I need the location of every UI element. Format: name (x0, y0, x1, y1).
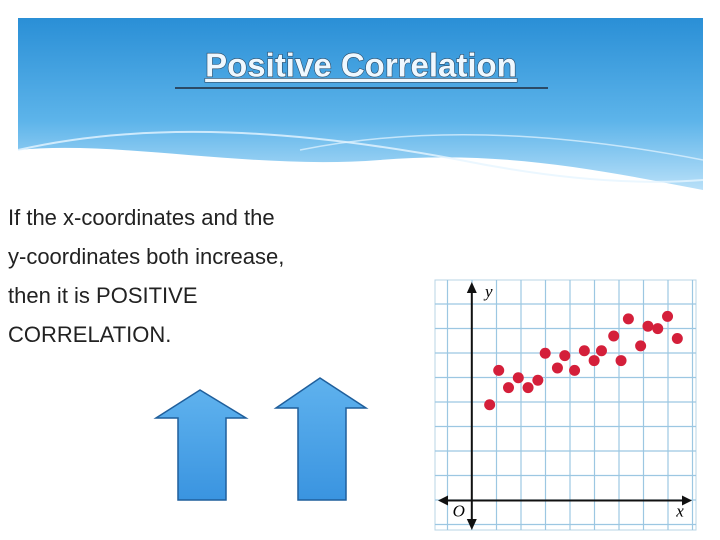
data-point (622, 313, 634, 325)
data-point (671, 332, 683, 344)
header-wave (299, 133, 704, 161)
scatter-plot: x y O (435, 280, 696, 530)
up-arrow (273, 377, 369, 501)
data-point (522, 382, 534, 394)
body-line: CORRELATION. (8, 322, 172, 347)
data-point (635, 340, 647, 352)
data-point (484, 399, 496, 411)
data-point (578, 345, 590, 357)
data-point (493, 364, 505, 376)
data-point (569, 364, 581, 376)
body-line: then it is POSITIVE (8, 283, 198, 308)
up-arrow (153, 389, 249, 501)
data-point (539, 347, 551, 359)
axis-arrow (438, 495, 448, 506)
header-band (18, 18, 703, 190)
body-line: y-coordinates both increase, (8, 244, 285, 269)
body-line: If the x-coordinates and the (8, 205, 275, 230)
data-point (532, 374, 544, 386)
data-point (652, 323, 664, 335)
axis-arrow (682, 495, 692, 506)
plot-frame (434, 279, 697, 531)
data-point (559, 350, 571, 362)
axis-arrow (466, 519, 477, 530)
axis-arrow (466, 282, 477, 293)
data-point (662, 310, 674, 322)
y-axis-label: y (483, 282, 493, 301)
body-text: If the x-coordinates and the y-coordinat… (8, 198, 408, 354)
slide-title: Positive Correlation (205, 47, 517, 84)
x-axis-label: x (675, 501, 684, 520)
data-point (608, 330, 620, 342)
data-point (512, 372, 524, 384)
data-point (595, 345, 607, 357)
data-point (588, 355, 600, 367)
data-point (642, 320, 654, 332)
header-wave (17, 130, 704, 183)
data-point (551, 362, 563, 374)
data-point (615, 355, 627, 367)
origin-label: O (453, 501, 465, 520)
data-point (503, 382, 515, 394)
